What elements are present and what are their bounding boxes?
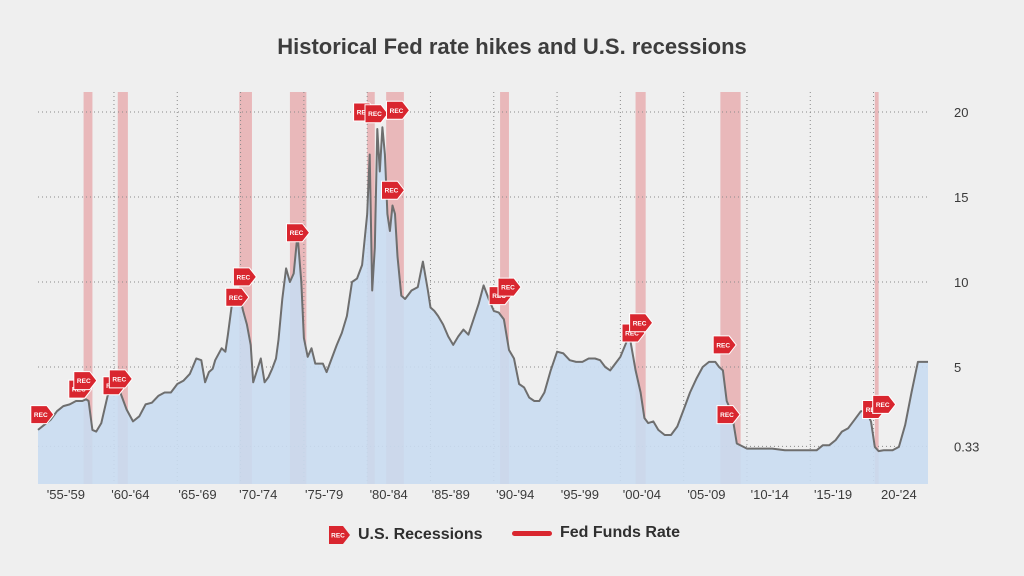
rec-marker-5: REC: [225, 287, 250, 307]
rec-marker-shape: [872, 394, 897, 414]
rec-marker-11: REC: [381, 180, 406, 200]
rec-marker-10: REC: [386, 100, 411, 120]
rec-marker-13: REC: [497, 277, 522, 297]
rec-marker-shape: [386, 100, 411, 120]
rec-marker-17: REC: [716, 405, 741, 425]
x-tick-label: '55-'59: [47, 487, 85, 502]
y-tick-label: 15: [954, 190, 968, 205]
rec-marker-label: REC: [34, 412, 48, 419]
recession-band-9: [874, 92, 879, 484]
rec-marker-shape: [364, 104, 389, 124]
y-tick-label: 0.33: [954, 439, 979, 454]
rec-marker-icon: REC: [329, 526, 350, 544]
rec-marker-shape: [712, 335, 737, 355]
x-tick-label: '75-'79: [305, 487, 343, 502]
legend-label-recessions: U.S. Recessions: [358, 526, 483, 543]
rec-marker-shape: [225, 287, 250, 307]
rec-marker-4: REC: [108, 369, 133, 389]
rec-marker-label: REC: [357, 110, 371, 117]
y-tick-label: 20: [954, 105, 968, 120]
rec-marker-9: REC: [364, 104, 389, 124]
rec-marker-shape: [286, 223, 311, 243]
legend-rec-text: REC: [331, 533, 345, 540]
x-tick-labels: '55-'59 '60-'64 '65-'69 '70-'74 '75-'79 '80-'…: [47, 487, 917, 502]
x-tick-label: '10-'14: [751, 487, 789, 502]
rec-marker-label: REC: [633, 320, 647, 327]
rate-area: [37, 126, 928, 485]
x-tick-label: '65-'69: [178, 487, 216, 502]
rec-marker-shape: [629, 313, 654, 333]
legend-item-rate: Fed Funds Rate: [512, 524, 680, 542]
y-tick-label: 10: [954, 275, 968, 290]
rec-marker-shape: [497, 277, 522, 297]
rec-marker-0: REC: [30, 405, 55, 425]
rec-marker-label: REC: [385, 188, 399, 195]
rec-marker-label: REC: [876, 402, 890, 409]
rec-marker-label: REC: [716, 342, 730, 349]
rec-marker-shape: [716, 405, 741, 425]
recession-band-1: [117, 92, 128, 484]
x-tick-label: '00-'04: [623, 487, 661, 502]
rec-marker-label: REC: [112, 376, 126, 383]
rec-marker-2: REC: [73, 371, 98, 391]
x-tick-label: '60-'64: [111, 487, 149, 502]
rec-marker-19: REC: [872, 394, 897, 414]
rec-marker-7: REC: [286, 223, 311, 243]
x-tick-label: '90-'94: [496, 487, 534, 502]
x-tick-label: '70-'74: [239, 487, 277, 502]
x-tick-label: '80-'84: [370, 487, 408, 502]
x-tick-label: '05-'09: [687, 487, 725, 502]
rec-marker-shape: [232, 267, 258, 287]
rec-marker-label: REC: [720, 412, 734, 419]
x-tick-label: '15-'19: [814, 487, 852, 502]
x-tick-label: '85-'89: [432, 487, 470, 502]
legend-label-rate: Fed Funds Rate: [560, 524, 681, 541]
legend-item-recessions: REC U.S. Recessions: [326, 524, 483, 546]
rec-marker-16: REC: [712, 335, 737, 355]
y-tick-label: 5: [954, 360, 961, 375]
x-tick-label: 20-'24: [881, 487, 917, 502]
rec-marker-label: REC: [625, 331, 639, 338]
rec-marker-shape: [381, 180, 406, 200]
recession-band-7: [635, 92, 646, 484]
legend-line-swatch: [512, 530, 552, 536]
rec-marker-15: REC: [629, 313, 654, 333]
rec-marker-6: REC: [232, 267, 258, 287]
chart-legend: REC U.S. Recessions Fed Funds Rate: [0, 524, 1024, 548]
recession-band-0: [83, 92, 93, 484]
rec-marker-shape: [108, 369, 133, 389]
x-tick-label: '95-'99: [561, 487, 599, 502]
rec-marker-label: REC: [77, 378, 91, 385]
rate-line: [37, 126, 928, 453]
rec-marker-label: REC: [368, 111, 382, 118]
y-tick-labels: 20 15 10 5 0.33: [954, 105, 979, 454]
rec-marker-label: REC: [501, 285, 515, 292]
rec-marker-label: REC: [237, 274, 251, 281]
rate-area-fill: [38, 127, 928, 485]
chart-title: Historical Fed rate hikes and U.S. reces…: [277, 34, 747, 59]
rec-marker-shape: [73, 371, 98, 391]
rec-marker-label: REC: [229, 295, 243, 302]
rec-marker-label: REC: [390, 108, 404, 115]
rec-marker-shape: [30, 405, 55, 425]
rec-marker-label: REC: [290, 230, 304, 237]
